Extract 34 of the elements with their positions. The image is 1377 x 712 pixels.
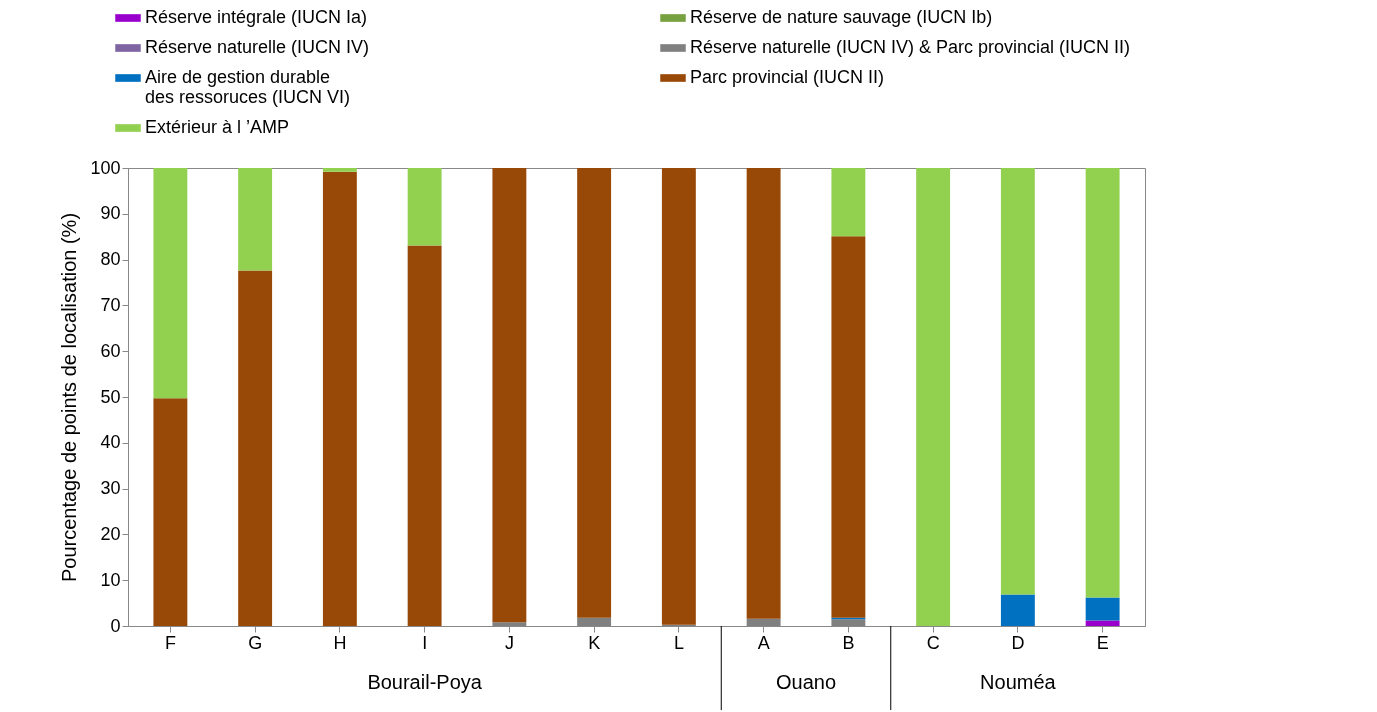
text: Ouano	[775, 671, 837, 693]
y-axis-title: Pourcentage de points de localisation (%)	[58, 212, 81, 583]
legend-label: Réserve naturelle (IUCN IV) & Parc provincial (IUCN II)	[690, 37, 1131, 57]
x-tick-label: B	[842, 632, 855, 653]
x-tick-label: I	[422, 632, 428, 653]
legend-label: Réserve de nature sauvage (IUCN Ib)	[690, 7, 993, 27]
legend-label: Réserve naturelle (IUCN IV)	[145, 37, 370, 57]
y-tick-label: 0	[110, 615, 121, 636]
y-tick-label: 10	[100, 569, 121, 590]
x-tick-label: C	[926, 632, 940, 653]
y-tick-label: 80	[100, 249, 121, 270]
text: Bourail-Poya	[367, 671, 483, 693]
y-tick-label: 20	[100, 523, 121, 544]
y-tick-label: 50	[100, 386, 121, 407]
y-tick-label: 100	[90, 157, 121, 178]
x-tick-label: D	[1011, 632, 1025, 653]
x-tick-label: H	[333, 632, 347, 653]
legend-label: Parc provincial (IUCN II)	[690, 67, 885, 87]
x-tick-label: K	[588, 632, 601, 653]
legend-label: Aire de gestion durable des ressoruces (IUCN VI)	[145, 67, 351, 107]
x-tick-label: J	[504, 632, 514, 653]
x-tick-label: A	[757, 632, 770, 653]
legend-label: Extérieur à l ’AMP	[145, 117, 290, 137]
text: Nouméa	[980, 671, 1057, 693]
y-tick-label: 60	[100, 340, 121, 361]
y-tick-label: 40	[100, 432, 121, 453]
legend-label: Réserve intégrale (IUCN Ia)	[145, 7, 368, 27]
x-tick-label: E	[1096, 632, 1109, 653]
x-tick-label: F	[164, 632, 176, 653]
y-tick-label: 70	[100, 294, 121, 315]
x-tick-label: L	[673, 632, 684, 653]
y-tick-label: 90	[100, 203, 121, 224]
x-tick-label: G	[248, 632, 263, 653]
y-tick-label: 30	[100, 478, 121, 499]
